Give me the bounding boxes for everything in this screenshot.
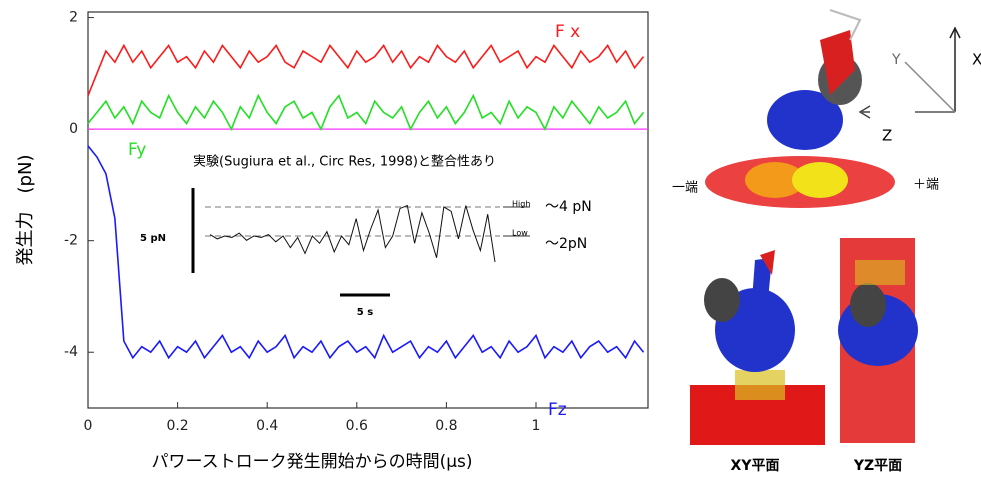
panel-label: YZ平面 — [853, 458, 902, 474]
plot: 2 0 -2 -4 0 0.2 0.4 0.6 0.8 1 F x Fy Fz 実験(Sugiura et… — [64, 10, 648, 434]
x-tick-label: 1 — [532, 418, 541, 434]
axis-label-x: X — [972, 51, 981, 69]
level-note: ～2pN — [545, 236, 587, 252]
x-tick-label: 0.2 — [166, 418, 188, 434]
time-label: 5 s — [357, 307, 373, 318]
x-tick-label: 0 — [84, 418, 93, 434]
series-label: Fy — [128, 140, 146, 160]
structure-xy: XY平面 — [690, 250, 825, 474]
series-label: F x — [555, 22, 580, 42]
axis-label-z: Z — [882, 127, 892, 145]
x-tick-label: 0.4 — [256, 418, 278, 434]
structure-yz: YZ平面 — [838, 238, 918, 474]
inset-title: 実験(Sugiura et al., Circ Res, 1998)と整合性あり — [193, 154, 496, 170]
y-axis-label: 発生力 (pN) — [15, 155, 36, 266]
structure-top: X Y Z 一端 ＋端 — [672, 10, 981, 208]
x-tick-label: 0.8 — [435, 418, 457, 434]
y-tick-label: 0 — [69, 121, 78, 137]
x-axis-label: パワーストローク発生開始からの時間(μs) — [151, 452, 472, 472]
y-tick-label: -4 — [64, 344, 78, 360]
level-note: ～4 pN — [545, 199, 592, 215]
y-tick-label: -2 — [64, 233, 78, 249]
x-tick-label: 0.6 — [346, 418, 368, 434]
plus-end-label: ＋端 — [913, 178, 939, 193]
series-label: Fz — [548, 400, 567, 420]
figure: パワーストローク発生開始からの時間(μs) 発生力 (pN) X Y Z 一端 … — [0, 0, 981, 477]
axis-label-y: Y — [891, 52, 901, 68]
panel-label: XY平面 — [731, 458, 780, 474]
y-tick-label: 2 — [69, 10, 78, 26]
minus-end-label: 一端 — [672, 181, 698, 196]
scale-label: 5 pN — [140, 233, 166, 244]
